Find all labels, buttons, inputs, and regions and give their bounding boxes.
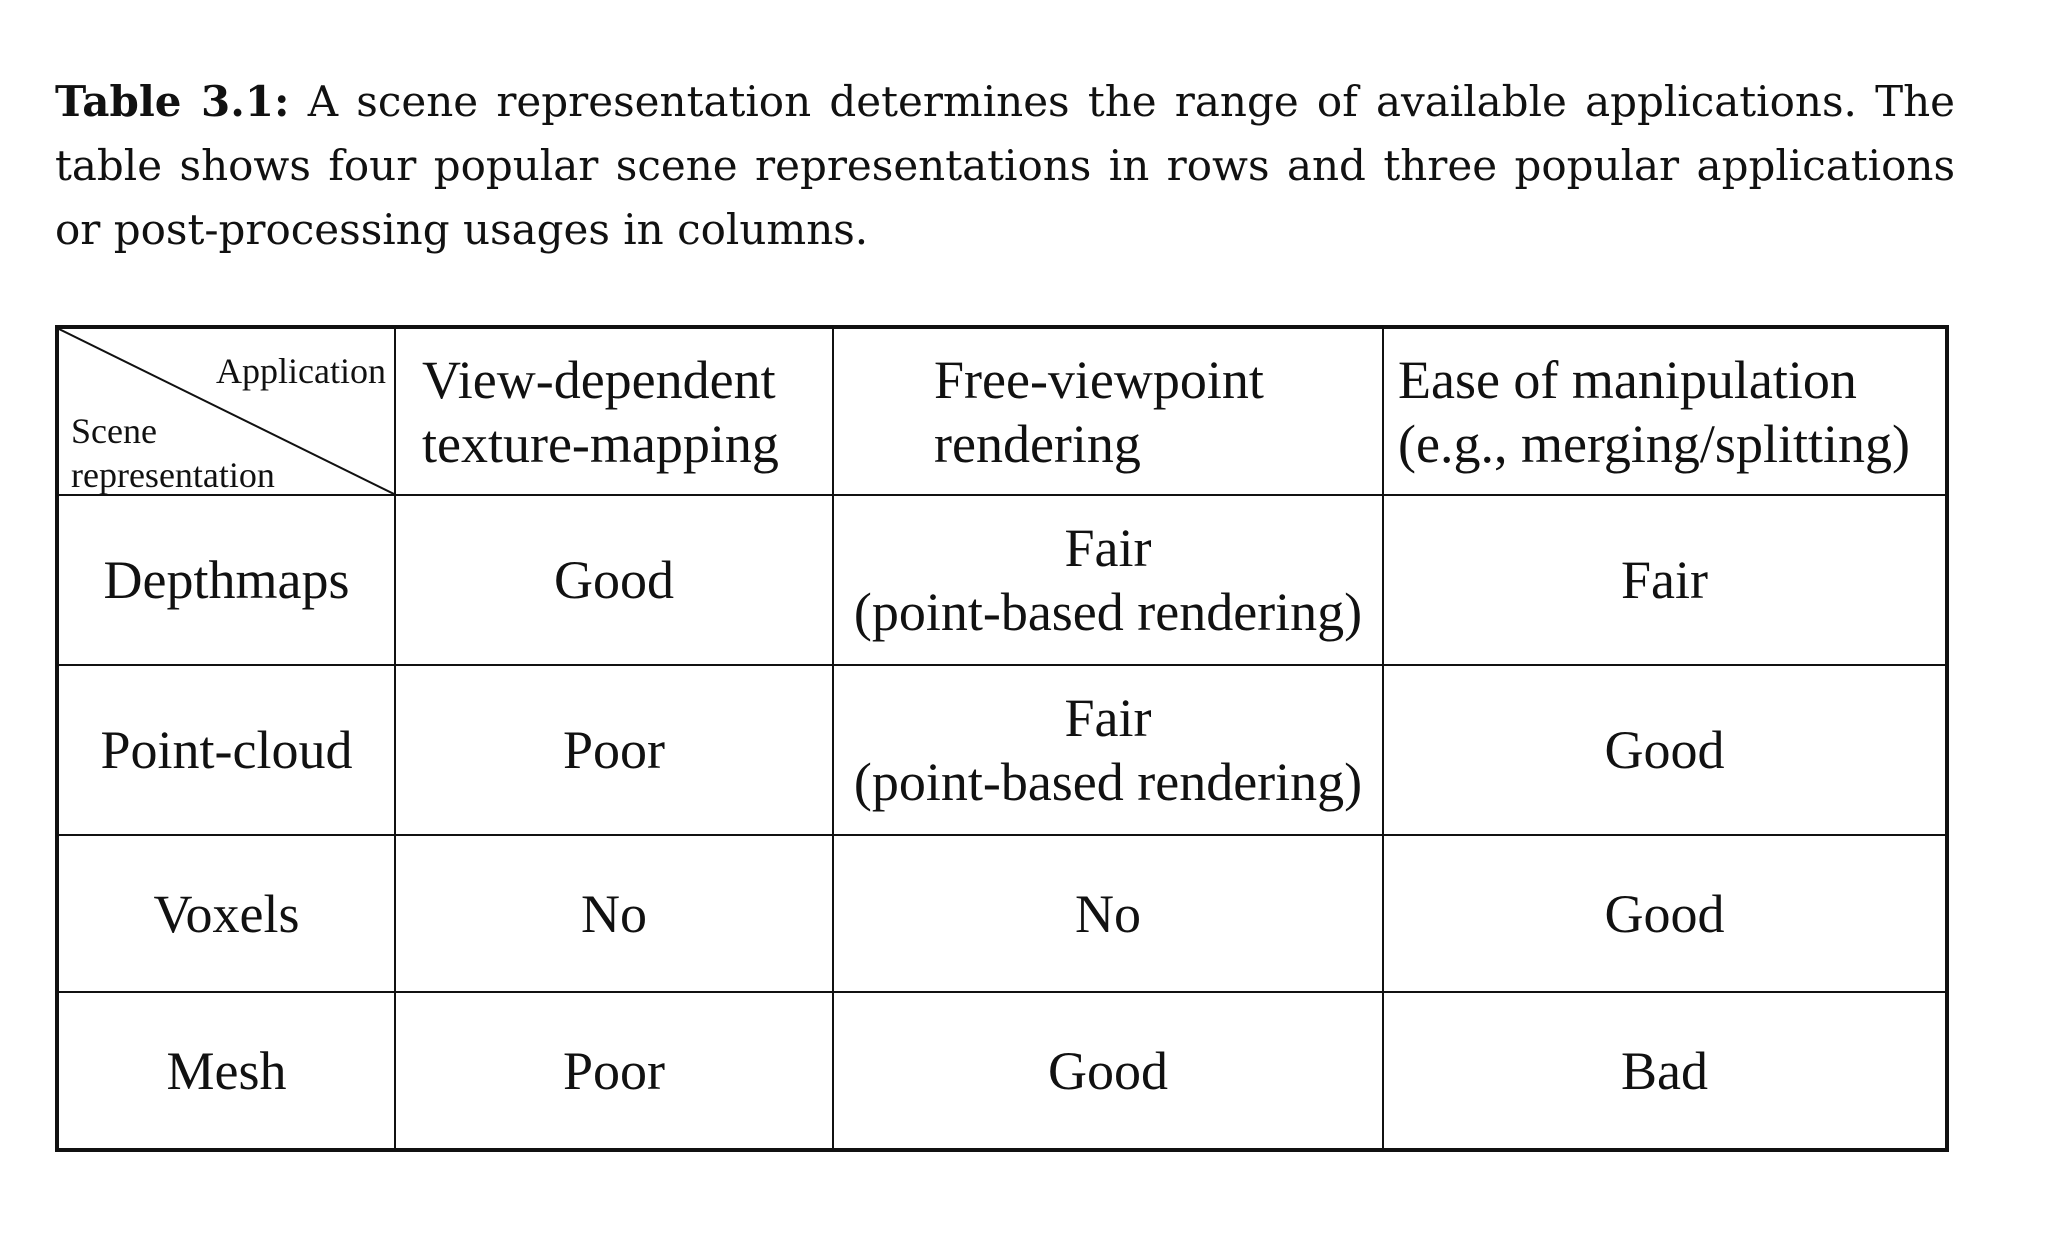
column-header-line1: Free-viewpoint [934, 349, 1264, 410]
table-cell: Fair (point-based rendering) [832, 664, 1384, 836]
cell-line1: Poor [562, 1040, 665, 1101]
table-cell: Fair [1382, 494, 1949, 666]
cell-line1: Good [554, 550, 674, 610]
table-cell: Good [832, 991, 1384, 1152]
row-axis-label-line1: Scene [71, 411, 157, 451]
cell-line2: (point-based rendering) [853, 582, 1363, 642]
row-header: Point-cloud [55, 664, 396, 836]
cell-line1: Good [1604, 883, 1725, 944]
table-cell: Poor [394, 991, 834, 1152]
table-cell: Good [1382, 834, 1949, 993]
corner-diagonal [61, 331, 393, 493]
cell-line1: Poor [562, 720, 665, 780]
column-header-line2: rendering [934, 413, 1141, 474]
row-header: Depthmaps [55, 494, 396, 666]
table-row: Depthmaps Good Fair (point-based renderi… [55, 494, 1949, 666]
cell-line1: No [1075, 883, 1141, 944]
column-header-line1: View-dependent [422, 349, 776, 410]
table-cell: Good [394, 494, 834, 666]
row-axis-label: Scene representation [71, 409, 275, 495]
table-cell: Good [1382, 664, 1949, 836]
row-header: Voxels [55, 834, 396, 993]
cell-line1: Good [1048, 1040, 1168, 1101]
table-header-row: Application Scene representation View-de… [55, 325, 1949, 496]
table-row: Mesh Poor Good Bad [55, 991, 1949, 1152]
column-header: Free-viewpoint rendering [832, 325, 1384, 496]
cell-line1: Good [1604, 720, 1725, 780]
column-header-line1: Ease of manipulation [1398, 349, 1857, 410]
row-axis-label-line2: representation [71, 455, 275, 495]
table-cell: No [832, 834, 1384, 993]
table-caption: Table 3.1: A scene representation determ… [55, 70, 1955, 262]
cell-line1: Fair [1621, 550, 1708, 610]
column-header-line2: texture-mapping [422, 413, 779, 474]
cell-line2: (point-based rendering) [853, 752, 1363, 812]
comparison-table: Application Scene representation View-de… [55, 325, 1949, 1152]
table-cell: Fair (point-based rendering) [832, 494, 1384, 666]
table-cell: No [394, 834, 834, 993]
cell-line1: No [581, 883, 647, 944]
column-header-line2: (e.g., merging/splitting) [1398, 413, 1910, 474]
column-axis-label: Application [216, 351, 386, 391]
caption-text: A scene representation determines the ra… [55, 77, 1955, 254]
cell-line1: Fair [1064, 688, 1152, 748]
caption-label: Table 3.1: [55, 77, 290, 126]
table-row: Voxels No No Good [55, 834, 1949, 993]
row-header: Mesh [55, 991, 396, 1152]
column-header: View-dependent texture-mapping [394, 325, 834, 496]
table-row: Point-cloud Poor Fair (point-based rende… [55, 664, 1949, 836]
table-cell: Bad [1382, 991, 1949, 1152]
table-cell: Poor [394, 664, 834, 836]
cell-line1: Bad [1621, 1040, 1708, 1101]
column-header: Ease of manipulation (e.g., merging/spli… [1382, 325, 1949, 496]
corner-cell: Application Scene representation [55, 325, 396, 496]
cell-line1: Fair [1064, 518, 1152, 578]
